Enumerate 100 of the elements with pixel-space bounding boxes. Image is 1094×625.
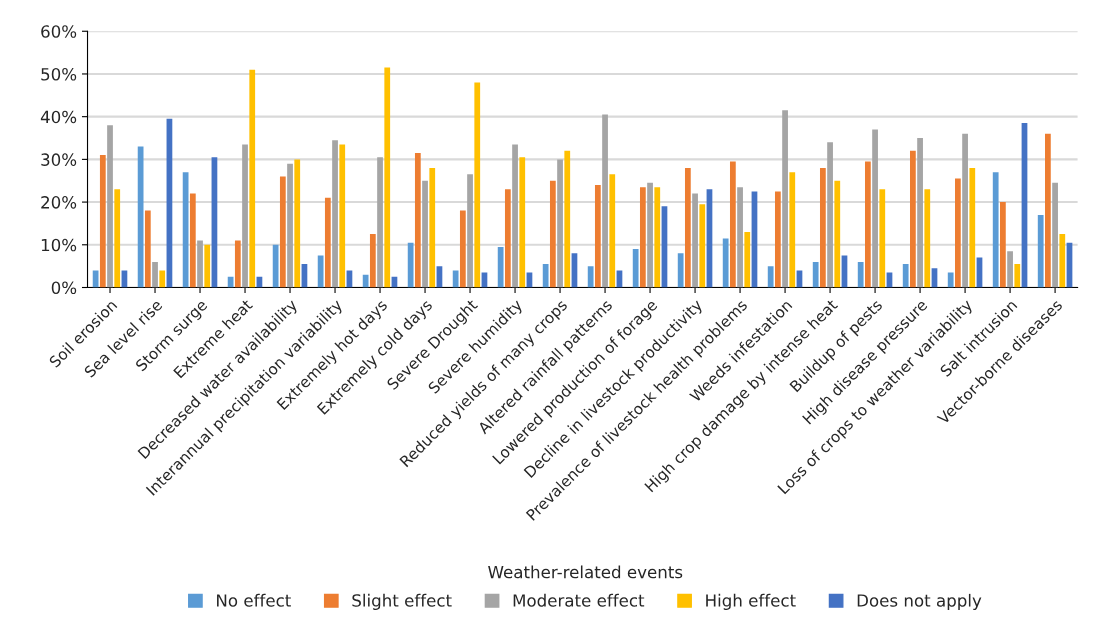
bar: [459, 210, 466, 288]
bar: [609, 174, 616, 288]
bar: [107, 125, 113, 288]
bar: [249, 69, 256, 288]
bar: [114, 189, 121, 288]
bar: [827, 142, 833, 288]
bar: [414, 152, 421, 288]
bar: [242, 144, 248, 288]
bar: [744, 231, 751, 288]
bar: [377, 157, 383, 288]
bar: [857, 261, 864, 288]
y-tick-label: 10%: [41, 238, 77, 252]
bar: [519, 157, 526, 288]
bar: [955, 178, 961, 288]
bar: [924, 189, 931, 288]
bar: [407, 242, 414, 288]
bar: [722, 238, 729, 288]
bar: [789, 172, 796, 288]
bar: [324, 197, 331, 288]
bar: [497, 246, 504, 288]
bar: [452, 270, 459, 288]
y-tick-label: 60%: [41, 25, 77, 38]
bar: [962, 133, 968, 288]
bar: [917, 138, 923, 288]
bar: [647, 182, 653, 288]
bar: [204, 244, 211, 288]
bar: [587, 266, 594, 288]
x-axis-title: Weather-related events: [488, 565, 683, 579]
bar: [692, 193, 698, 288]
bar: [947, 272, 954, 288]
bar: [699, 204, 706, 288]
bar: [159, 270, 166, 288]
bar: [287, 163, 293, 288]
bar: [332, 140, 338, 288]
bar: [632, 249, 639, 288]
bar: [602, 114, 608, 288]
bar: [467, 174, 473, 288]
bar: [369, 234, 376, 288]
bar: [512, 144, 518, 288]
bar: [1007, 251, 1013, 288]
bar: [902, 264, 909, 288]
bar: [189, 193, 196, 288]
bar: [317, 255, 324, 288]
bar: [227, 276, 234, 288]
bar: [819, 167, 826, 288]
bar: [812, 261, 819, 288]
bar: [654, 187, 661, 288]
bar: [474, 82, 481, 288]
bar: [872, 129, 878, 288]
bar: [384, 67, 391, 288]
bar: [1059, 234, 1066, 288]
y-tick-label: 0%: [51, 281, 77, 295]
bar: [1014, 264, 1021, 288]
bar: [99, 155, 106, 288]
bar: [362, 274, 369, 288]
bar: [1052, 182, 1058, 288]
bar: [197, 240, 203, 288]
bar: [182, 172, 189, 288]
bar: [594, 185, 601, 288]
bar: [834, 180, 841, 288]
bar: [992, 172, 999, 288]
legend-label: High effect: [706, 593, 796, 610]
bar: [564, 150, 571, 288]
bar: [1037, 214, 1044, 288]
bar: [549, 180, 556, 288]
bar: [557, 159, 563, 288]
bar: [279, 176, 286, 288]
bar: [234, 240, 241, 288]
legend-label: Slight effect: [352, 593, 452, 610]
bar: [737, 187, 743, 288]
y-tick-label: 40%: [40, 110, 77, 124]
bar: [294, 159, 301, 288]
y-tick-label: 30%: [41, 153, 77, 166]
bar: [422, 180, 428, 288]
legend-label: Moderate effect: [513, 593, 645, 607]
legend-label: Does not apply: [857, 593, 982, 610]
bar: [542, 264, 549, 288]
bar: [429, 167, 436, 288]
bar: [677, 253, 684, 288]
bar: [339, 144, 346, 288]
bar: [92, 270, 99, 288]
bar: [137, 146, 144, 288]
bar: [144, 210, 151, 288]
legend-label: No effect: [217, 593, 291, 607]
y-tick-label: 20%: [41, 196, 77, 209]
bar: [272, 244, 279, 288]
bar: [152, 261, 158, 288]
bar: [782, 110, 788, 288]
bar: [767, 266, 774, 288]
bar: [774, 191, 781, 288]
y-tick-label: 50%: [41, 67, 77, 81]
bar: [504, 189, 511, 288]
bar: [864, 161, 871, 288]
bar: [729, 161, 736, 288]
bar: [910, 150, 916, 288]
bar: [879, 189, 886, 288]
bar: [969, 167, 976, 288]
bar: [639, 187, 646, 288]
bar: [1000, 202, 1006, 288]
bar: [1045, 133, 1051, 288]
